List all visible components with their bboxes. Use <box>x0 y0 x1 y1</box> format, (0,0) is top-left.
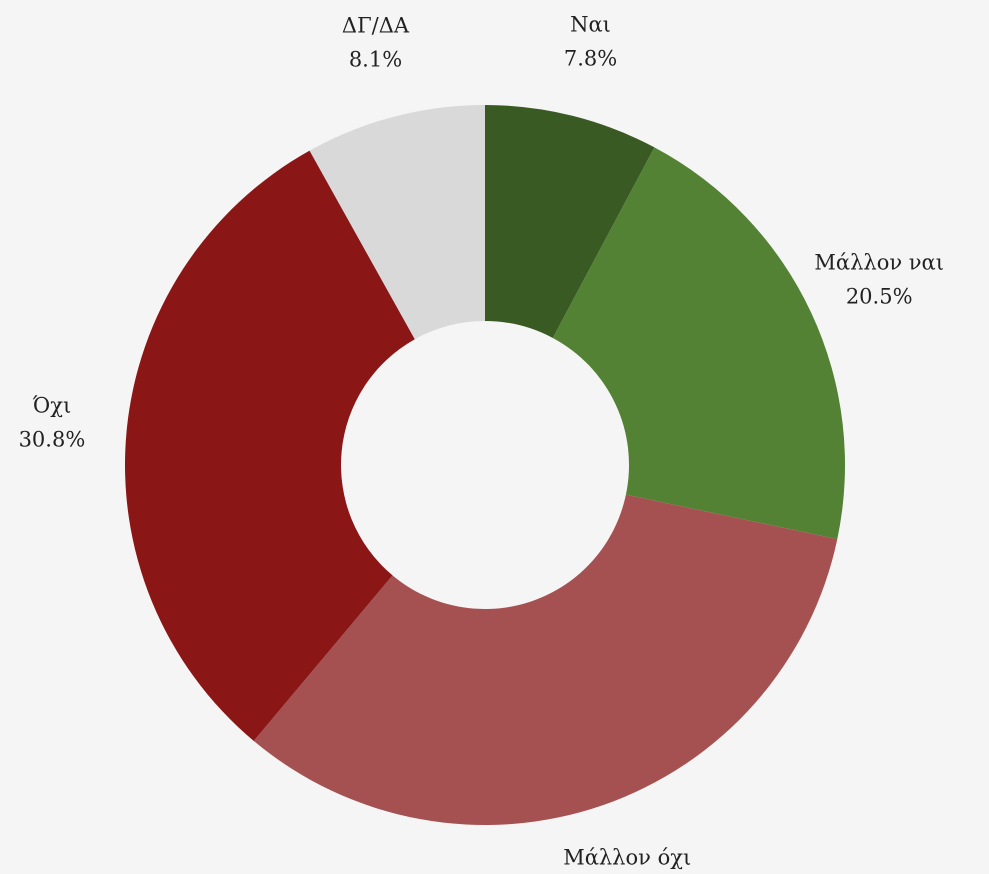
donut-slice <box>309 105 485 340</box>
slice-label: Μάλλον ναι <box>814 251 944 275</box>
slice-label: Μάλλον όχι <box>563 846 691 870</box>
donut-slice <box>125 150 415 741</box>
donut-slice <box>253 494 838 826</box>
slice-value: 8.1% <box>349 48 402 72</box>
slice-label: Όχι <box>33 394 72 418</box>
slice-label: ΔΓ/ΔΑ <box>342 14 410 38</box>
slice-value: 20.5% <box>846 285 913 309</box>
slice-value: 30.8% <box>19 428 86 452</box>
donut-slice <box>552 147 845 540</box>
slice-label: Ναι <box>570 12 611 36</box>
slice-value: 7.8% <box>564 46 617 70</box>
donut-slice <box>485 105 655 338</box>
